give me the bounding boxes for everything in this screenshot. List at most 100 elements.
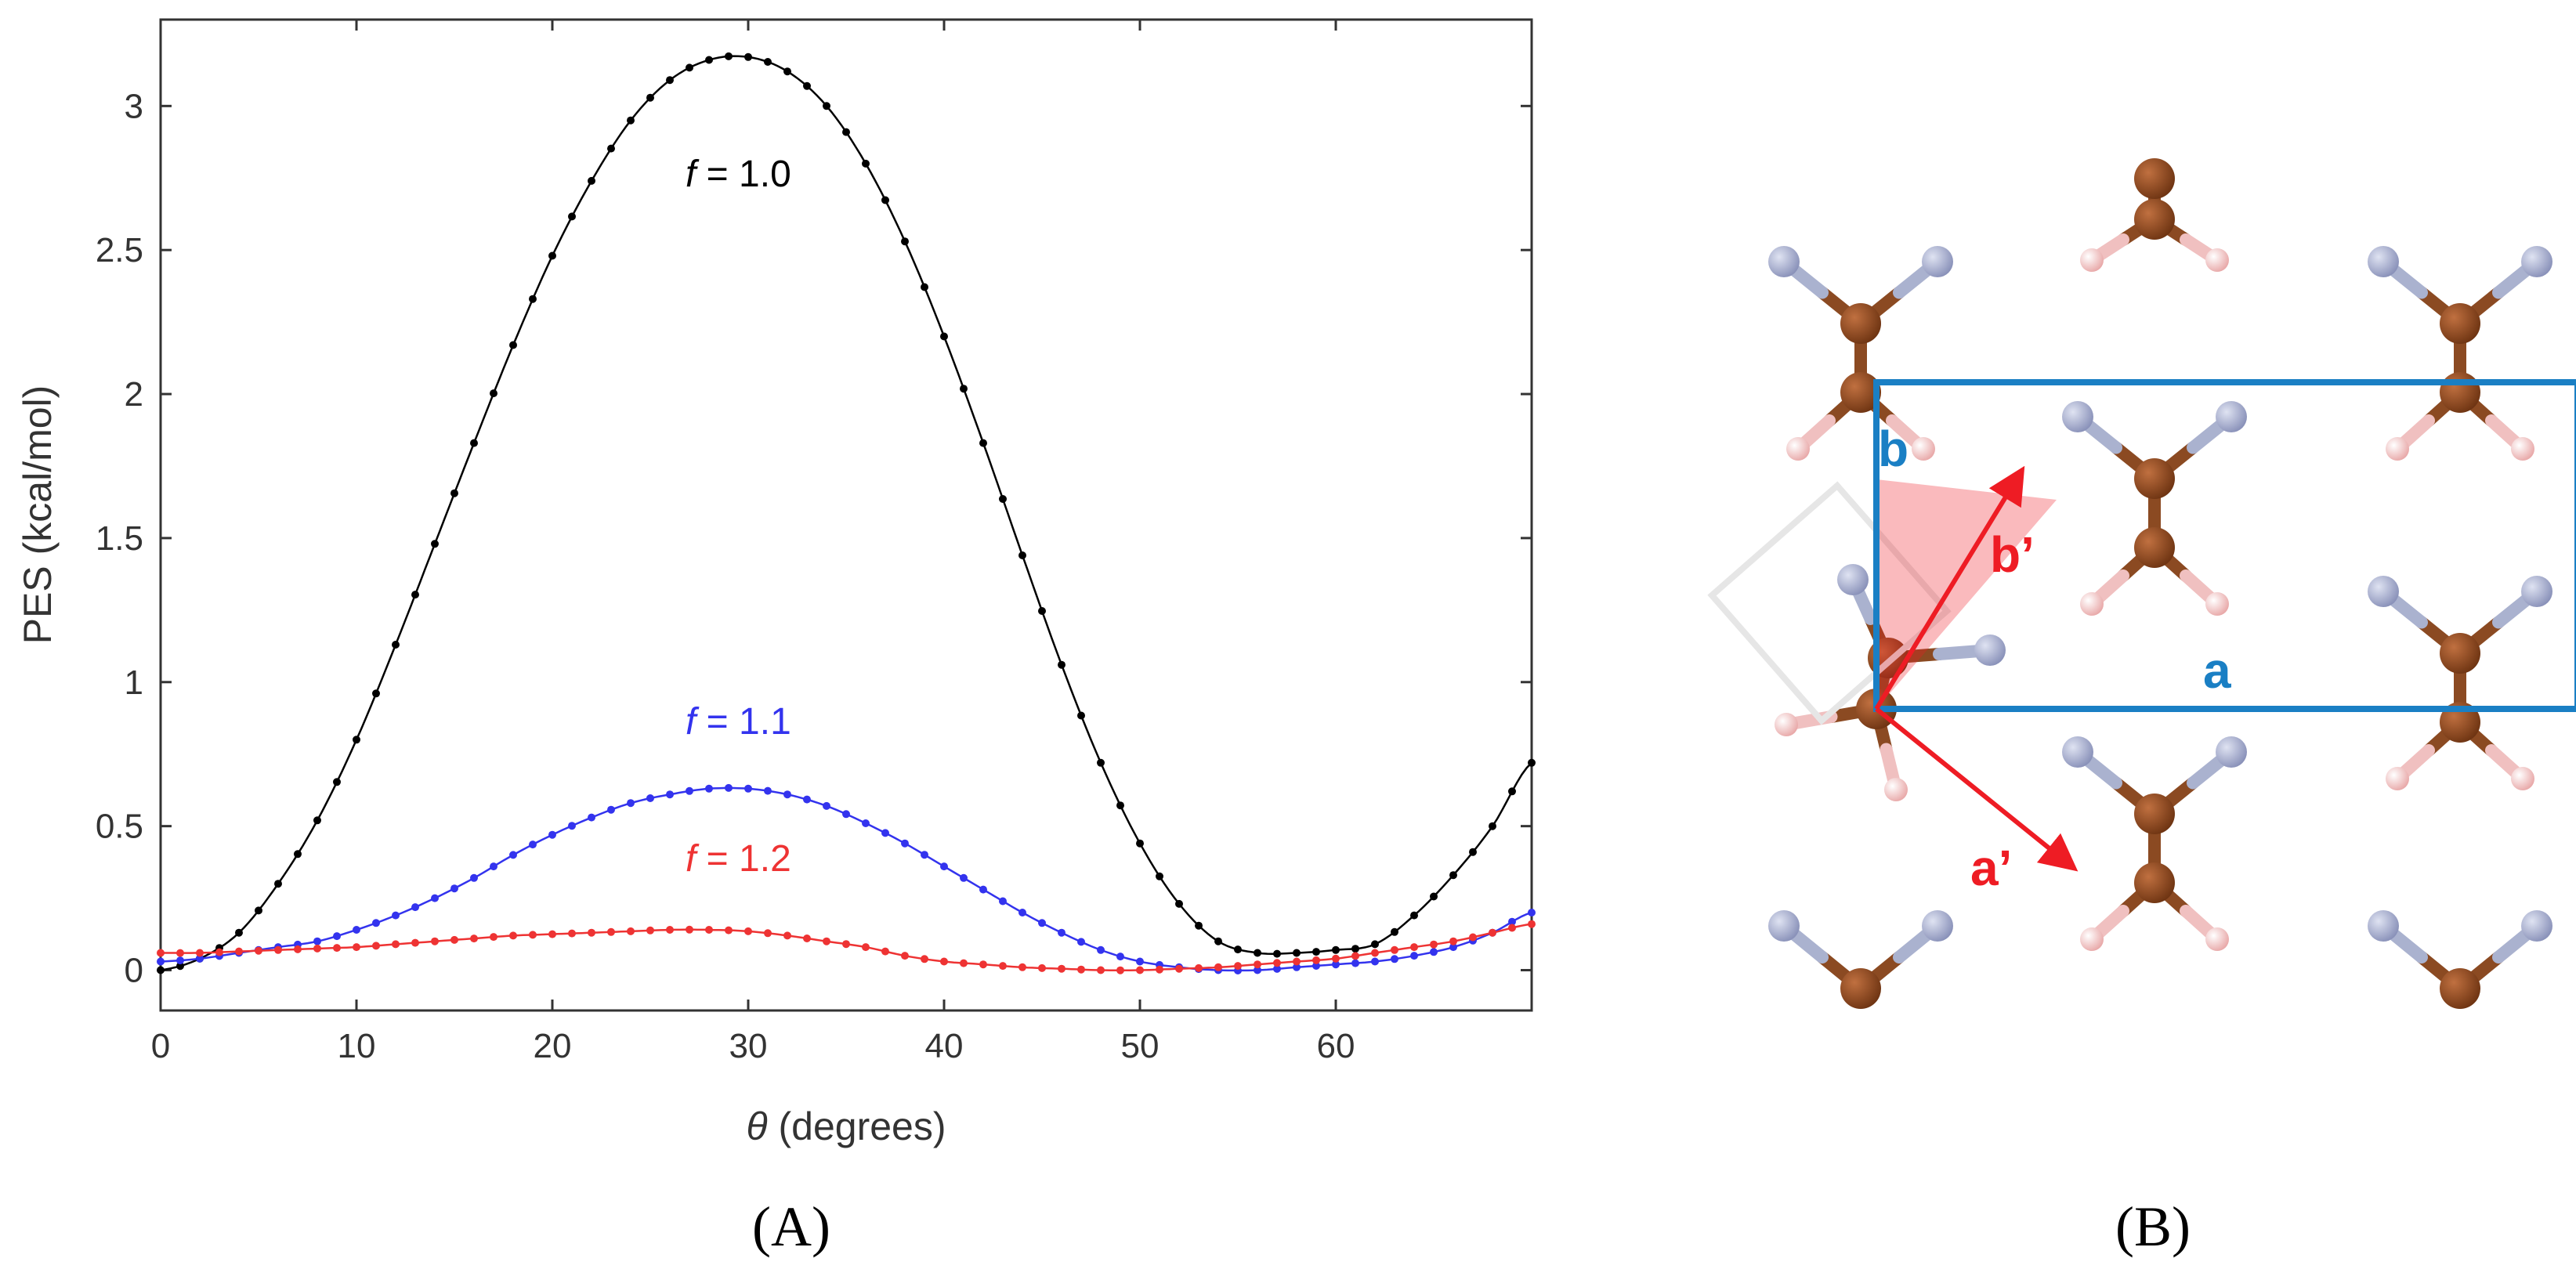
data-point <box>568 822 576 830</box>
series-label-f11: f = 1.1 <box>686 701 791 743</box>
data-point <box>842 940 850 949</box>
y-tick-label: 0.5 <box>96 808 143 846</box>
nitrogen-atom <box>2368 910 2399 942</box>
data-point <box>1293 957 1301 966</box>
data-point <box>1097 966 1105 974</box>
data-point <box>686 786 693 795</box>
hydrogen-atom <box>2511 437 2534 461</box>
b-prime-vector <box>1874 465 2025 710</box>
data-point <box>1391 955 1398 963</box>
data-point <box>1391 927 1398 936</box>
data-point <box>783 790 791 799</box>
data-point <box>1312 948 1320 956</box>
data-point <box>1116 966 1124 974</box>
data-point <box>1273 964 1281 973</box>
data-point <box>744 927 752 935</box>
series-line-0 <box>160 55 1532 971</box>
hydrogen-atom <box>2205 248 2229 272</box>
data-point <box>509 851 517 859</box>
data-point <box>940 957 948 966</box>
data-point <box>588 176 595 185</box>
data-point <box>666 790 674 799</box>
data-point <box>157 949 165 957</box>
data-point <box>979 439 987 447</box>
data-point <box>215 948 223 956</box>
pes-chart: 0 10 20 30 40 50 60 0 0.5 1 1.5 2 2.5 3 f = 1.0 f = 1… <box>16 18 1536 1148</box>
data-point <box>568 212 576 221</box>
data-point <box>176 962 184 971</box>
data-point <box>1156 965 1163 974</box>
data-point <box>1371 940 1379 949</box>
data-point <box>431 937 439 945</box>
x-axis-title: θ (degrees) <box>746 1104 946 1148</box>
label-b: b <box>1878 421 1908 477</box>
data-point <box>1508 917 1516 926</box>
data-point <box>823 937 830 945</box>
data-point <box>999 962 1007 971</box>
data-point <box>588 928 595 937</box>
x-tick-label: 10 <box>338 1027 376 1065</box>
data-point <box>196 949 204 957</box>
data-point <box>157 957 165 966</box>
data-point <box>1449 943 1457 952</box>
data-point <box>901 237 909 246</box>
data-point <box>979 885 987 894</box>
data-point <box>1312 956 1320 964</box>
nitrogen-atom <box>2062 736 2093 768</box>
data-point <box>1410 943 1418 952</box>
data-point <box>313 937 321 945</box>
data-point <box>1293 949 1301 957</box>
data-point <box>470 873 478 882</box>
label-b-prime: b’ <box>1990 526 2035 583</box>
series-lines <box>160 55 1532 972</box>
data-point <box>411 903 419 912</box>
carbon-atom <box>2134 862 2175 903</box>
data-point <box>470 439 478 447</box>
carbon-atom <box>2440 372 2480 413</box>
data-point <box>431 540 439 548</box>
data-point <box>1038 963 1046 972</box>
data-point <box>450 489 458 497</box>
data-point <box>1077 965 1085 974</box>
data-point <box>1410 952 1418 960</box>
data-point <box>823 102 830 110</box>
nitrogen-atom <box>2216 401 2247 432</box>
data-point <box>529 841 537 849</box>
data-point <box>1136 839 1144 848</box>
data-point <box>1430 892 1438 901</box>
y-tick-label: 2 <box>125 375 143 414</box>
data-point <box>333 932 341 941</box>
series-label-f10: f = 1.0 <box>686 154 791 195</box>
data-point <box>999 495 1007 503</box>
data-point <box>1391 945 1398 954</box>
data-point <box>392 641 400 649</box>
data-point <box>294 850 302 859</box>
nitrogen-atom <box>2368 576 2399 607</box>
nitrogen-atom <box>2521 576 2552 607</box>
data-point <box>881 196 889 204</box>
data-point <box>607 144 615 153</box>
data-point <box>862 159 870 168</box>
series-label-f12: f = 1.2 <box>686 838 791 880</box>
data-point <box>646 926 654 935</box>
data-point <box>725 783 733 792</box>
data-point <box>862 819 870 827</box>
data-point <box>392 940 400 949</box>
x-tick-label: 40 <box>925 1027 964 1065</box>
unit-cell <box>1873 379 2576 712</box>
data-point <box>881 947 889 956</box>
nitrogen-atom <box>1922 246 1953 277</box>
data-point <box>470 935 478 943</box>
data-point <box>725 926 733 935</box>
data-point <box>1528 920 1536 928</box>
data-point <box>255 906 262 915</box>
data-point <box>1371 949 1379 957</box>
carbon-atom <box>2440 303 2480 344</box>
data-point <box>1528 909 1536 916</box>
data-point <box>1528 758 1536 767</box>
molecules <box>1768 158 2552 1009</box>
data-point <box>764 929 772 938</box>
data-point <box>235 928 243 937</box>
nitrogen-atom <box>2216 736 2247 768</box>
data-point <box>450 884 458 893</box>
